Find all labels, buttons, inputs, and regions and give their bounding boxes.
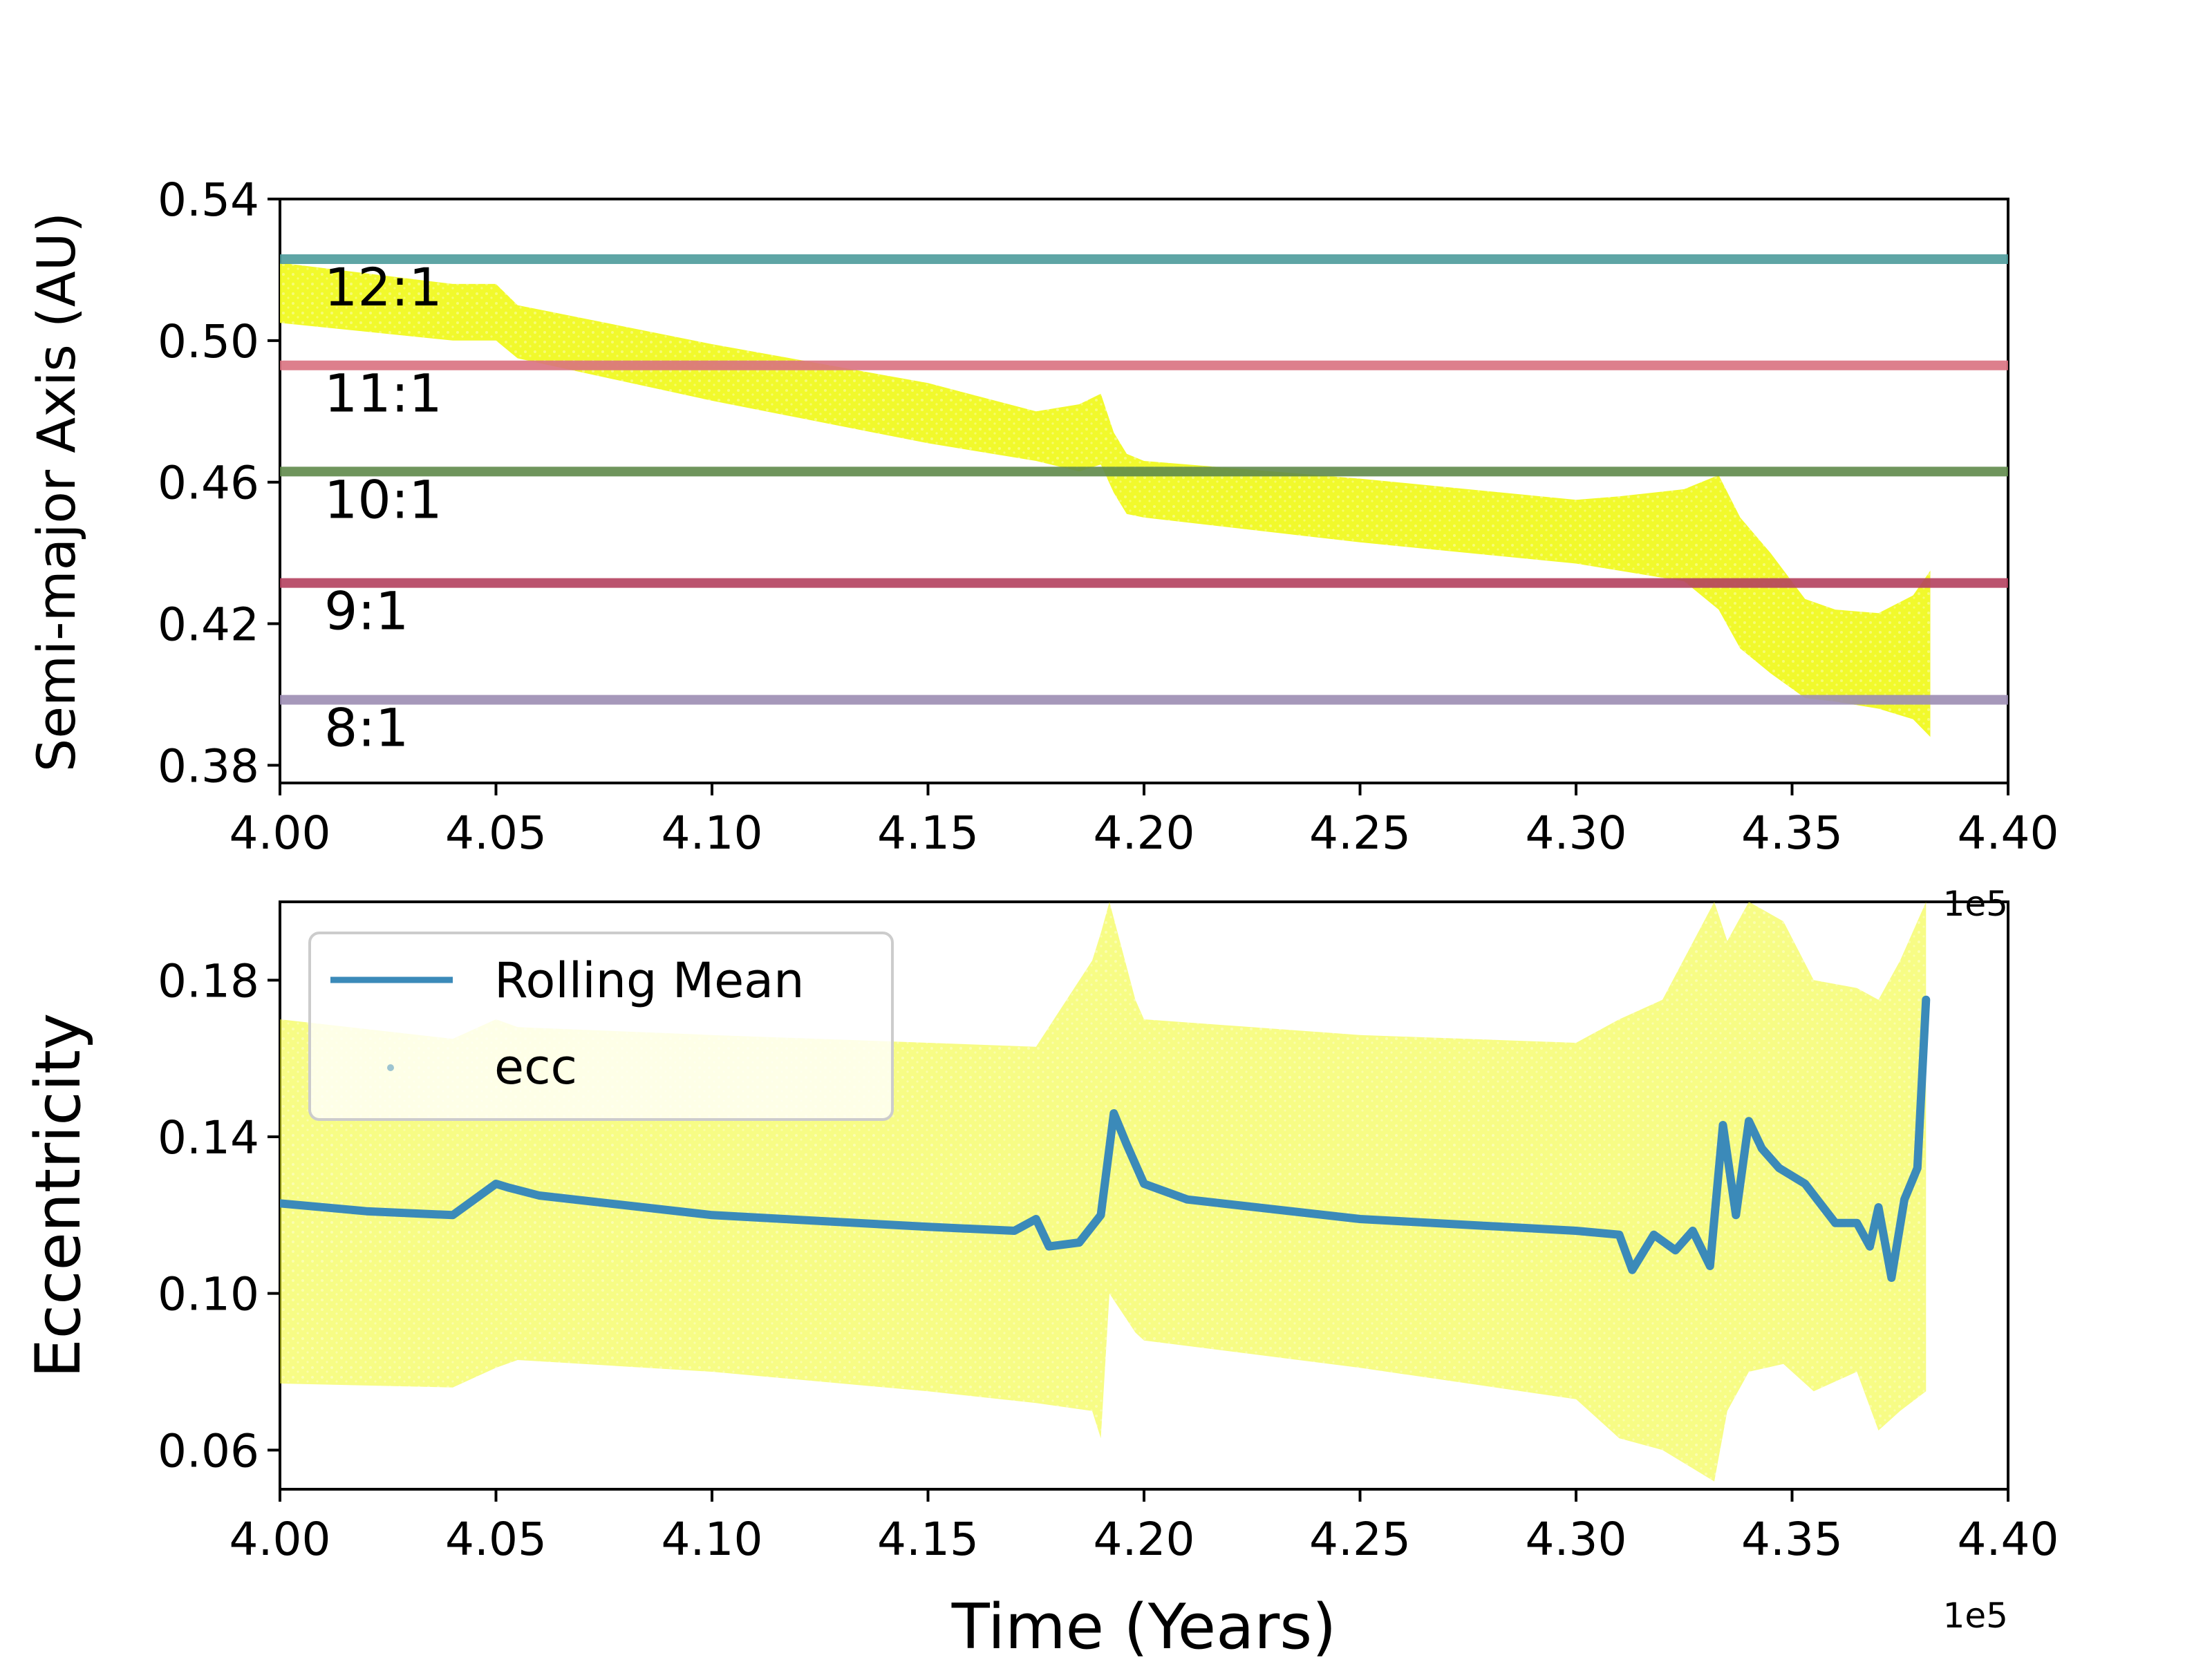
legend-rolling-mean-label: Rolling Mean [494, 952, 804, 1009]
bottom-x-offset-text: 1e5 [1943, 1596, 2008, 1636]
legend-ecc-swatch [387, 1064, 394, 1071]
resonance-label-9-1: 9:1 [324, 580, 409, 642]
top-x-tick-label: 4.10 [662, 806, 763, 860]
top-y-tick-label: 0.50 [158, 315, 259, 368]
bottom-x-tick-label: 4.40 [1958, 1513, 2059, 1566]
bottom-y-tick-label: 0.10 [158, 1268, 259, 1321]
top-y-tick-label: 0.46 [158, 457, 259, 510]
eccentricity-panel: Eccentricity Time (Years) 1e5 4.00 4.05 4.… [22, 900, 2059, 1662]
semi-major-axis-panel: Semi-major Axis (AU) 12:1 11:1 10:1 9:1 8:1 4… [26, 173, 2059, 924]
top-y-tick-label: 0.42 [158, 598, 259, 652]
top-scatter-band [280, 263, 1931, 737]
top-y-tick-label: 0.54 [158, 173, 259, 227]
top-x-tick-label: 4.35 [1741, 806, 1843, 860]
top-x-tick-label: 4.15 [877, 806, 979, 860]
top-x-tick-label: 4.20 [1094, 806, 1195, 860]
resonance-label-12-1: 12:1 [324, 256, 442, 318]
top-x-tick-label: 4.40 [1958, 806, 2059, 860]
bottom-x-tick-label: 4.25 [1309, 1513, 1411, 1566]
bottom-x-tick-label: 4.05 [445, 1513, 547, 1566]
bottom-y-tick-label: 0.18 [158, 954, 259, 1008]
bottom-x-tick-label: 4.35 [1741, 1513, 1843, 1566]
legend: Rolling Mean ecc [308, 932, 894, 1121]
top-plot-area [280, 254, 2008, 737]
resonance-label-11-1: 11:1 [324, 363, 442, 424]
top-x-tick-label: 4.05 [445, 806, 547, 860]
legend-box [308, 932, 894, 1121]
bottom-y-tick-label: 0.14 [158, 1111, 259, 1164]
top-y-axis-label: Semi-major Axis (AU) [26, 212, 87, 772]
top-x-tick-label: 4.25 [1309, 806, 1411, 860]
bottom-x-tick-label: 4.15 [877, 1513, 979, 1566]
bottom-y-axis-label: Eccentricity [22, 1013, 95, 1379]
top-x-tick-label: 4.30 [1526, 806, 1627, 860]
bottom-x-tick-label: 4.00 [229, 1513, 331, 1566]
top-x-offset-text: 1e5 [1943, 884, 2008, 924]
bottom-x-tick-label: 4.30 [1526, 1513, 1627, 1566]
resonance-label-10-1: 10:1 [324, 469, 442, 530]
top-x-tick-label: 4.00 [229, 806, 331, 860]
bottom-y-tick-label: 0.06 [158, 1424, 259, 1477]
rolling-mean-line [280, 995, 1931, 1282]
x-axis-label: Time (Years) [951, 1591, 1337, 1659]
bottom-x-tick-label: 4.20 [1094, 1513, 1195, 1566]
bottom-x-tick-label: 4.10 [662, 1513, 763, 1566]
top-y-tick-label: 0.38 [158, 739, 259, 793]
resonance-label-8-1: 8:1 [324, 697, 409, 759]
legend-ecc-label: ecc [494, 1039, 577, 1095]
